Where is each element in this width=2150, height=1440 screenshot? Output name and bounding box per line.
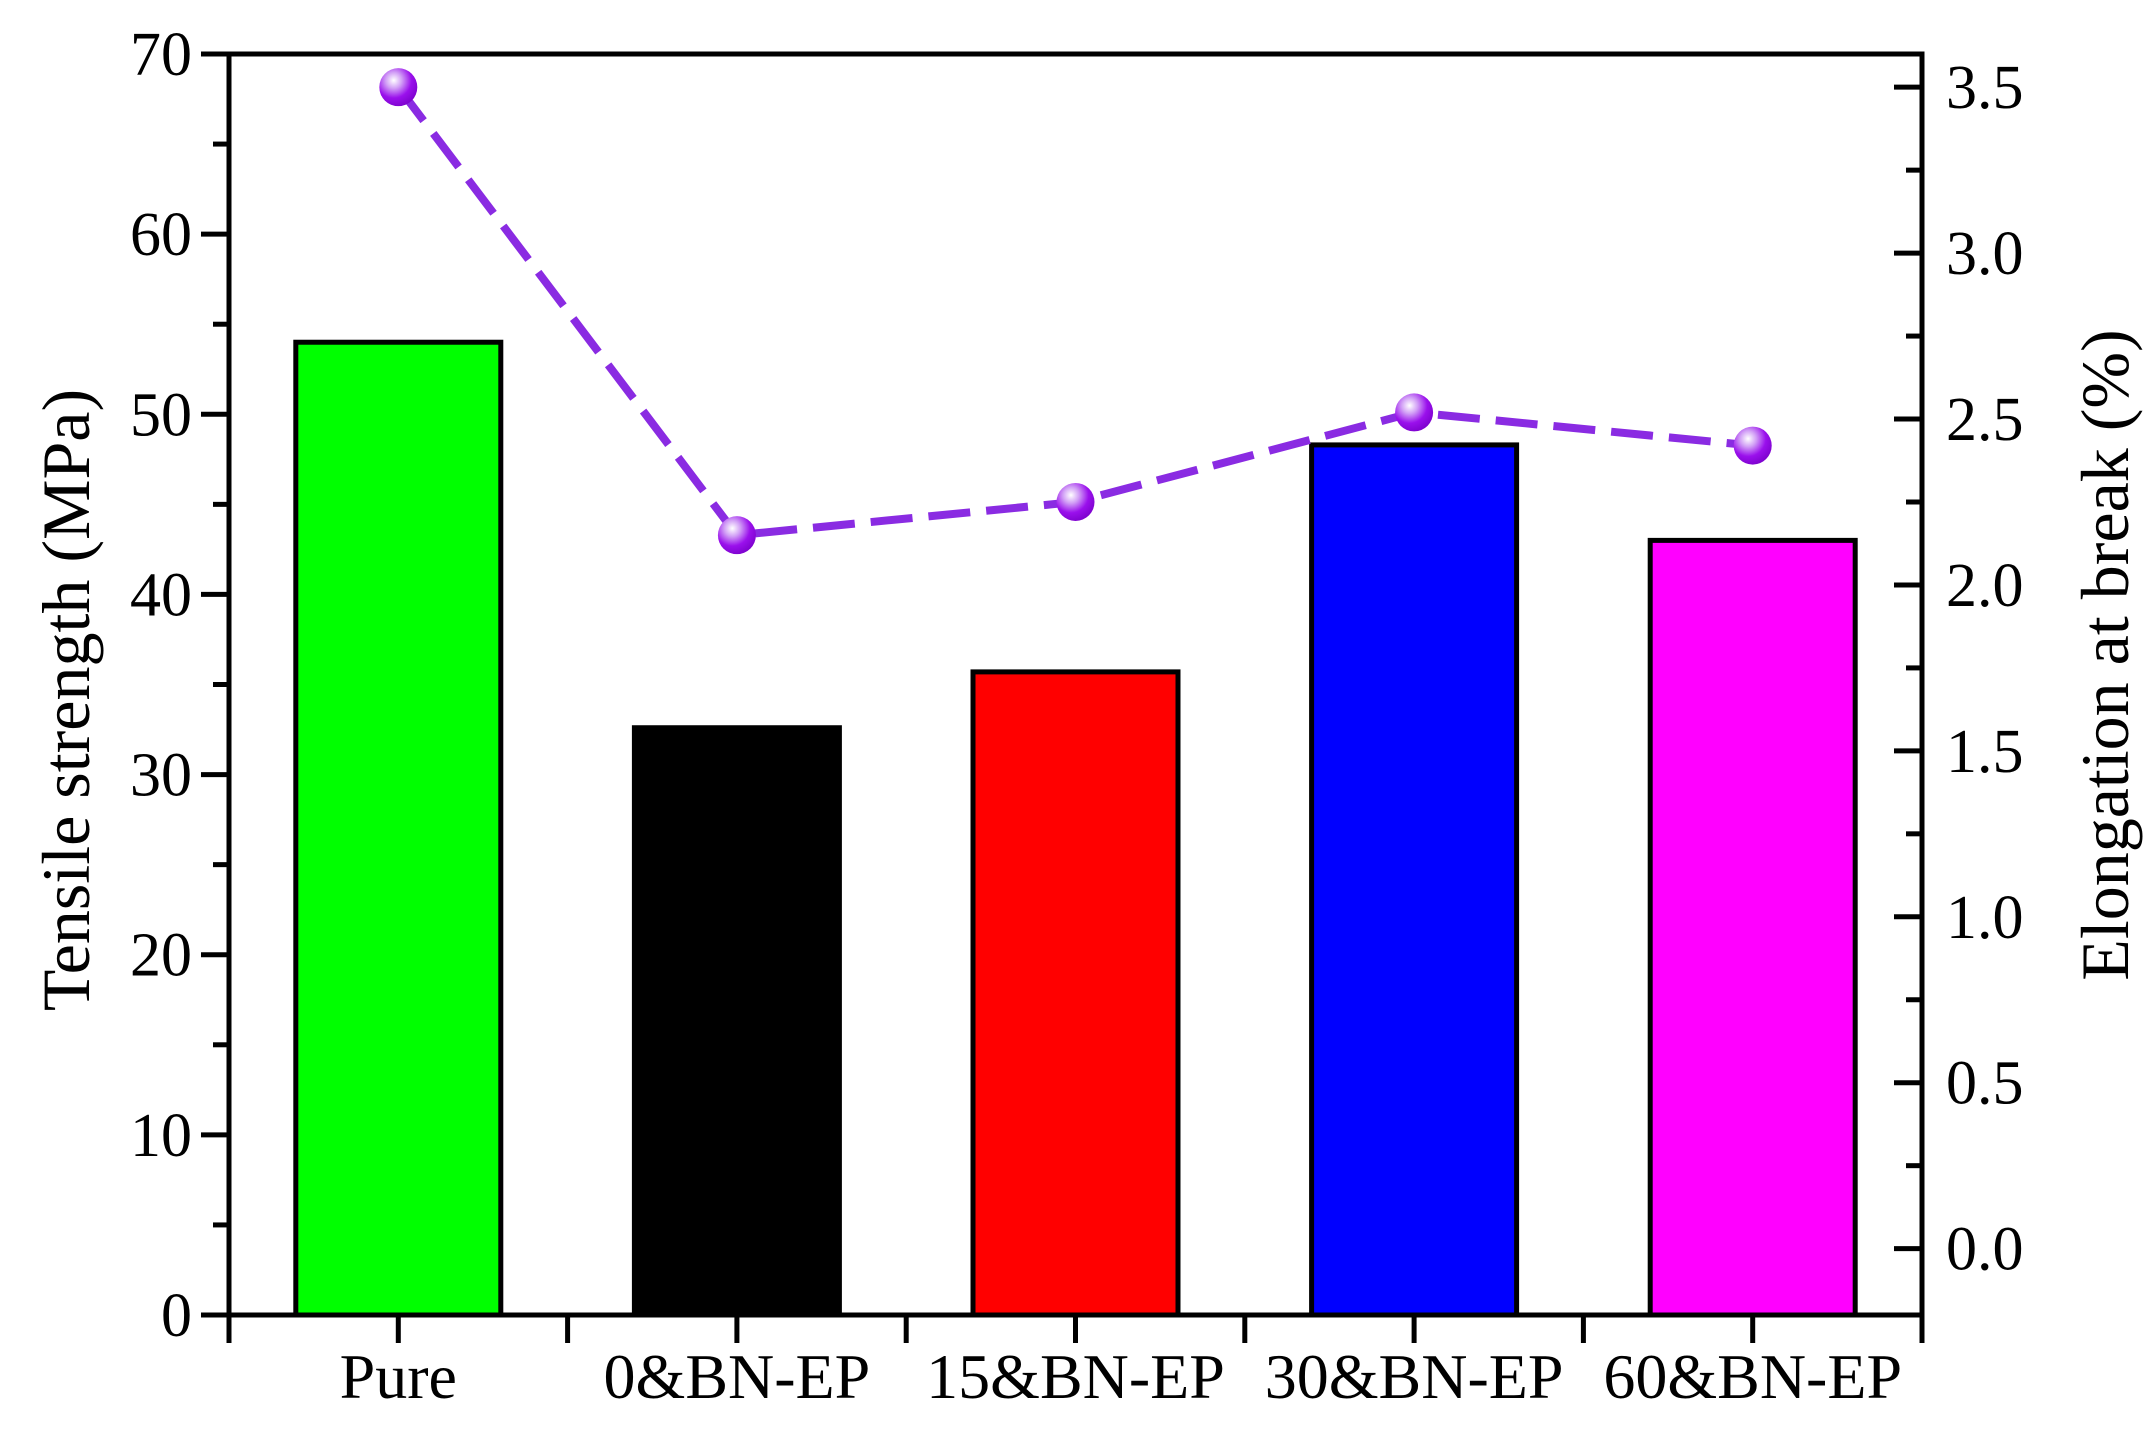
right-axis-tick-label: 0.0 [1946,1216,2024,1284]
left-axis-tick-label: 0 [161,1282,192,1350]
bar-Pure [293,339,504,1318]
left-axis-tick-label: 60 [130,201,192,269]
right-axis-tick-label: 2.0 [1946,552,2024,620]
right-axis-tick-label: 3.5 [1946,54,2024,122]
x-axis-category-label: 15&BN-EP [926,1341,1225,1412]
elongation-marker-15&BN-EP [1056,482,1095,521]
elongation-marker-0&BN-EP [717,516,756,555]
left-axis-tick-label: 70 [130,21,192,89]
left-axis-tick-label: 50 [130,381,192,449]
right-axis-tick-label: 1.0 [1946,884,2024,952]
elongation-marker-60&BN-EP [1733,426,1772,465]
x-axis-category-label: 60&BN-EP [1603,1341,1902,1412]
right-axis-tick-label: 3.0 [1946,220,2024,288]
right-axis-tick-label: 0.5 [1946,1050,2024,1118]
x-axis-category-label: Pure [340,1341,457,1412]
bar-15&BN-EP [970,669,1181,1318]
left-axis-tick-label: 40 [130,561,192,629]
right-axis-tick-label: 2.5 [1946,386,2024,454]
left-axis-tick-label: 10 [130,1102,192,1170]
elongation-marker-30&BN-EP [1395,393,1434,432]
right-axis-tick-label: 1.5 [1946,718,2024,786]
elongation-marker-Pure [379,68,418,107]
bar-30&BN-EP [1309,442,1520,1318]
bar-0&BN-EP [631,725,842,1318]
left-axis-tick-label: 30 [130,742,192,810]
bar-60&BN-EP [1647,537,1858,1318]
x-axis-category-label: 30&BN-EP [1265,1341,1564,1412]
elongation-line [395,84,1754,540]
x-axis-category-label: 0&BN-EP [604,1341,871,1412]
left-axis-tick-label: 20 [130,922,192,990]
